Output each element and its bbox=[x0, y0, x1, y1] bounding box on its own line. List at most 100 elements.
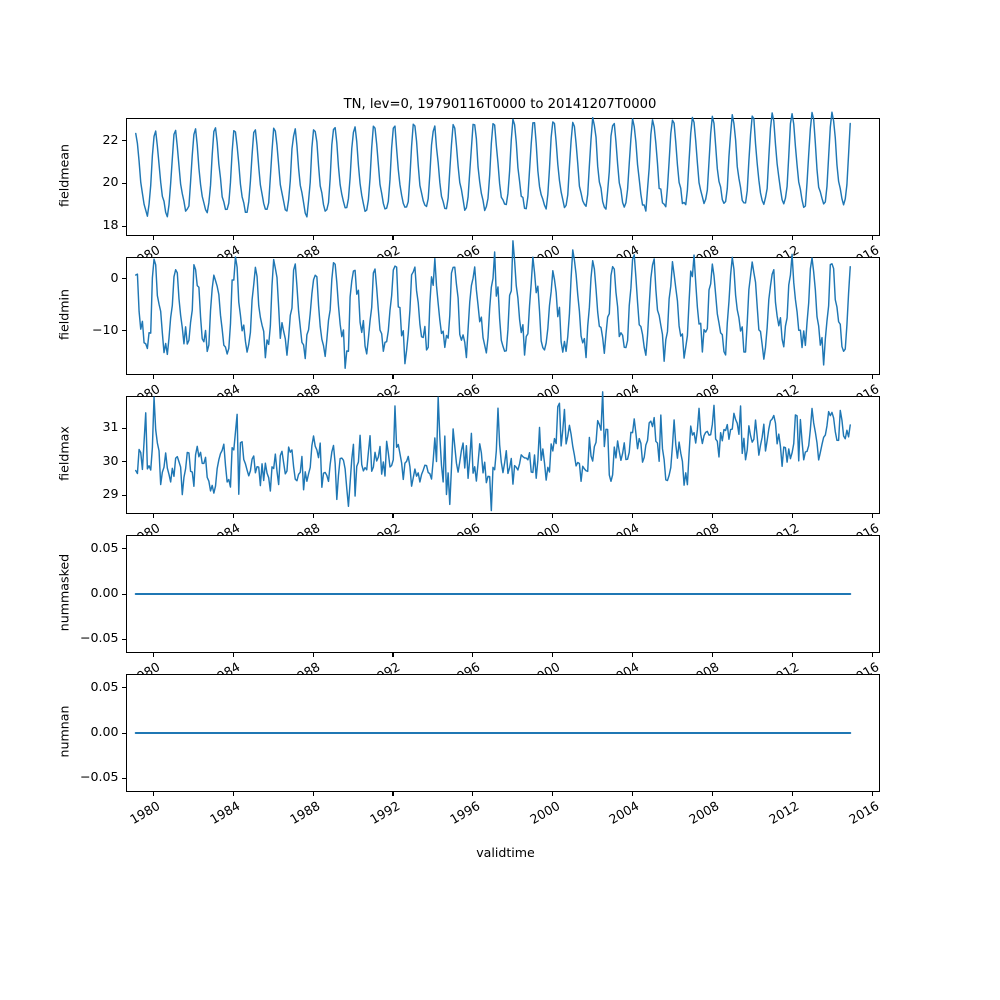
y-tick-label-fieldmax: 31 bbox=[102, 419, 119, 435]
data-line-fieldmin bbox=[134, 240, 851, 369]
subplot-fieldmax bbox=[125, 391, 880, 514]
x-tick-mark bbox=[232, 236, 234, 240]
y-tick-label-fieldmean: 22 bbox=[102, 131, 119, 147]
x-tick-mark bbox=[312, 514, 314, 518]
x-tick-mark bbox=[392, 236, 394, 240]
plot-area-fieldmean bbox=[134, 111, 851, 218]
x-tick-mark bbox=[711, 514, 713, 518]
x-tick-mark bbox=[472, 653, 474, 657]
y-tick-label-fieldmin: −10 bbox=[91, 321, 119, 337]
x-tick-mark bbox=[631, 236, 634, 240]
x-tick-mark bbox=[871, 653, 873, 657]
y-tick-mark bbox=[122, 140, 126, 142]
x-axis-label: validtime bbox=[476, 845, 535, 860]
y-axis-label-fieldmean: fieldmean bbox=[56, 144, 71, 207]
y-tick-mark bbox=[122, 687, 126, 689]
x-tick-mark bbox=[232, 653, 234, 657]
x-tick-mark bbox=[552, 236, 554, 240]
x-tick-mark bbox=[791, 653, 793, 657]
plot-area-fieldmin bbox=[134, 240, 851, 369]
y-tick-mark bbox=[122, 427, 126, 429]
x-tick-mark bbox=[472, 236, 474, 240]
y-tick-label-numnan: 0.05 bbox=[90, 678, 119, 694]
x-tick-mark bbox=[711, 792, 713, 796]
x-tick-mark bbox=[552, 514, 554, 518]
y-tick-mark bbox=[122, 777, 126, 779]
y-axis-label-nummasked: nummasked bbox=[56, 553, 71, 632]
x-tick-mark bbox=[312, 653, 314, 657]
y-tick-label-fieldmin: 0 bbox=[110, 269, 119, 285]
x-tick-mark bbox=[472, 792, 474, 796]
y-tick-label-numnan: −0.05 bbox=[79, 769, 119, 785]
x-tick-mark bbox=[711, 375, 713, 379]
x-tick-mark bbox=[552, 653, 554, 657]
x-tick-mark bbox=[791, 792, 793, 796]
data-line-fieldmax bbox=[134, 391, 851, 512]
subplot-nummasked bbox=[125, 535, 880, 653]
x-tick-mark bbox=[232, 375, 234, 379]
x-tick-mark bbox=[152, 375, 155, 379]
x-tick-mark bbox=[392, 653, 394, 657]
y-tick-mark bbox=[122, 638, 126, 640]
x-tick-mark bbox=[631, 792, 634, 796]
x-tick-mark bbox=[312, 375, 314, 379]
plot-area-nummasked bbox=[134, 592, 851, 596]
y-tick-mark bbox=[122, 330, 126, 332]
data-line-fieldmean bbox=[134, 111, 851, 218]
x-tick-mark bbox=[631, 514, 634, 518]
x-tick-mark bbox=[631, 653, 634, 657]
y-axis-label-fieldmin: fieldmin bbox=[56, 289, 71, 340]
plot-area-fieldmax bbox=[134, 391, 851, 512]
x-tick-mark bbox=[152, 236, 155, 240]
y-tick-mark bbox=[122, 732, 126, 734]
y-tick-mark bbox=[122, 225, 126, 227]
x-tick-mark bbox=[631, 375, 634, 379]
x-tick-mark bbox=[871, 514, 873, 518]
y-axis-label-numnan: numnan bbox=[56, 705, 71, 758]
y-tick-label-fieldmean: 20 bbox=[102, 174, 119, 190]
y-axis-label-fieldmax: fieldmax bbox=[56, 426, 71, 481]
subplot-fieldmin bbox=[125, 240, 880, 375]
y-tick-label-nummasked: 0.05 bbox=[90, 539, 119, 555]
y-tick-label-fieldmax: 29 bbox=[102, 486, 119, 502]
x-tick-mark bbox=[791, 514, 793, 518]
x-tick-mark bbox=[552, 375, 554, 379]
x-tick-mark bbox=[871, 236, 873, 240]
x-tick-mark bbox=[791, 375, 793, 379]
y-tick-label-fieldmean: 18 bbox=[102, 217, 119, 233]
x-tick-mark bbox=[472, 375, 474, 379]
x-tick-mark bbox=[232, 792, 234, 796]
y-tick-label-nummasked: −0.05 bbox=[79, 630, 119, 646]
y-tick-mark bbox=[122, 494, 126, 497]
y-tick-label-fieldmax: 30 bbox=[102, 452, 119, 468]
x-tick-mark bbox=[152, 514, 155, 518]
x-tick-mark bbox=[312, 792, 314, 796]
subplot-numnan bbox=[125, 674, 880, 792]
x-tick-mark bbox=[552, 792, 554, 796]
y-tick-mark bbox=[122, 548, 126, 550]
plot-area-numnan bbox=[134, 731, 851, 735]
x-tick-mark bbox=[711, 236, 713, 240]
x-tick-mark bbox=[711, 653, 713, 657]
x-tick-mark bbox=[392, 514, 394, 518]
x-tick-mark bbox=[232, 514, 234, 518]
subplot-fieldmean bbox=[125, 111, 880, 236]
x-tick-mark bbox=[152, 653, 155, 657]
x-tick-mark bbox=[871, 792, 873, 796]
y-tick-label-nummasked: 0.00 bbox=[90, 585, 119, 600]
x-tick-mark bbox=[312, 236, 314, 240]
x-tick-mark bbox=[871, 375, 873, 379]
x-tick-mark bbox=[392, 792, 394, 796]
figure-title: TN, lev=0, 19790116T0000 to 20141207T000… bbox=[343, 97, 657, 112]
x-tick-mark bbox=[472, 514, 474, 518]
y-tick-mark bbox=[122, 278, 126, 280]
y-tick-mark bbox=[122, 182, 126, 185]
y-tick-mark bbox=[122, 593, 126, 595]
x-tick-mark bbox=[392, 375, 394, 379]
x-tick-mark bbox=[152, 792, 155, 796]
x-tick-mark bbox=[791, 236, 793, 240]
y-tick-mark bbox=[122, 461, 126, 463]
y-tick-label-numnan: 0.00 bbox=[90, 724, 119, 739]
